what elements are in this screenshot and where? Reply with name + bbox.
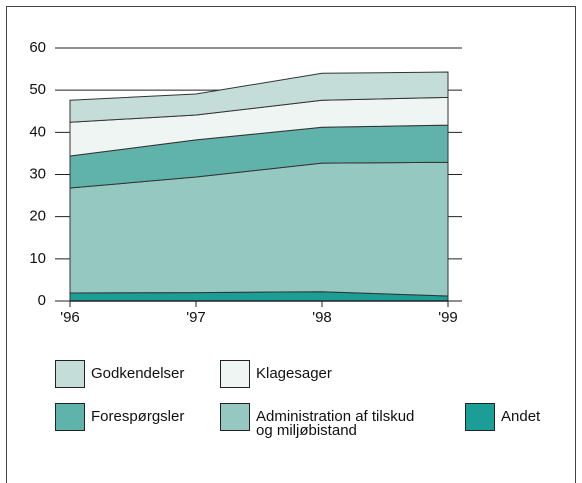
x-tick-label: '97 [186,309,206,326]
x-tick-label: '99 [438,309,458,326]
legend-swatch [465,403,495,431]
y-tick-label: 50 [29,81,46,98]
legend-item: Godkendelser [55,360,291,388]
legend-swatch [220,403,250,431]
legend-label: Administration af tilskud og miljøbistan… [256,408,415,439]
legend-swatch [55,360,85,388]
legend-item: Administration af tilskud og miljøbistan… [220,403,426,438]
y-tick-label: 30 [29,165,46,182]
area [69,71,449,123]
y-tick-label: 0 [38,292,46,309]
legend-item: Andet [465,403,561,431]
legend-label: Andet [501,408,541,425]
x-tick-label: '98 [312,309,332,326]
frame [6,6,576,483]
y-tick-label: 10 [29,250,46,267]
legend-swatch [55,403,85,431]
x-tick-label: '96 [60,309,80,326]
legend-swatch [220,360,250,388]
y-tick-label: 20 [29,208,46,225]
legend-item: Klagesager [220,360,456,388]
legend-label: Forespørgsler [91,408,185,425]
legend-label: Klagesager [256,365,332,382]
y-tick-label: 60 [29,39,46,56]
legend-item: Forespørgsler [55,403,291,431]
legend-label: Godkendelser [91,365,185,382]
y-tick-label: 40 [29,123,46,140]
